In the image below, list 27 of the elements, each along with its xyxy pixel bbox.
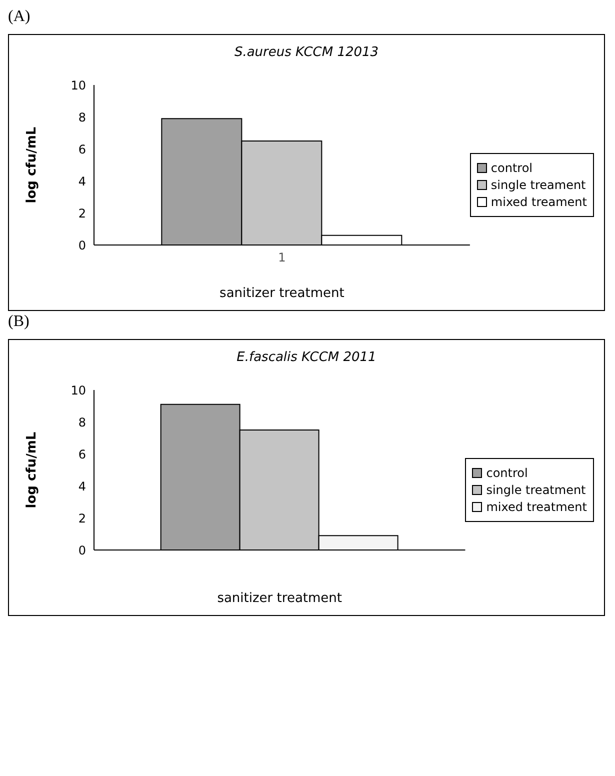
- legend-label: control: [486, 466, 528, 480]
- x-tick-label: 1: [278, 250, 286, 265]
- x-axis-title: sanitizer treatment: [217, 591, 342, 606]
- x-axis-title: sanitizer treatment: [220, 286, 344, 301]
- y-tick-label: 8: [78, 110, 86, 124]
- y-tick-label: 8: [78, 415, 86, 430]
- legend-label: single treament: [490, 178, 586, 192]
- y-tick-label: 0: [78, 543, 86, 558]
- y-tick-label: 6: [78, 447, 86, 462]
- y-tick-label: 10: [70, 78, 86, 92]
- y-tick-label: 0: [78, 238, 86, 252]
- y-tick-label: 2: [78, 206, 86, 220]
- legend-label: mixed treatment: [486, 500, 587, 514]
- y-tick-label: 6: [78, 142, 86, 156]
- y-tick-label: 10: [70, 383, 86, 398]
- y-tick-label: 2: [78, 511, 86, 526]
- legend-label: single treatment: [486, 483, 586, 497]
- text: (A): [8, 8, 32, 26]
- chart-title: S.aureus KCCM 12013: [233, 45, 380, 60]
- y-axis-title: log cfu/mL: [24, 432, 40, 508]
- legend-label: control: [490, 161, 533, 175]
- y-tick-label: 4: [78, 479, 86, 494]
- y-axis-title: log cfu/mL: [24, 126, 40, 204]
- chart-title: E.fascalis KCCM 2011: [236, 350, 378, 365]
- legend-label: mixed treament: [490, 195, 587, 209]
- y-tick-label: 4: [78, 174, 86, 188]
- text: (B): [8, 313, 30, 331]
